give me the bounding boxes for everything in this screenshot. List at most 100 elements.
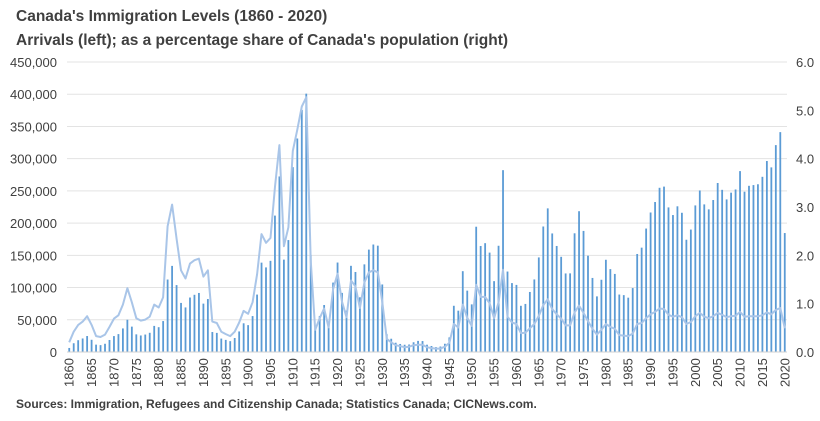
bar-arrivals-1906 (274, 215, 276, 352)
bar-arrivals-1996 (676, 206, 679, 352)
y-right-tick-label: 5.0 (796, 103, 814, 118)
bar-arrivals-1970 (560, 256, 563, 352)
x-tick-label: 1875 (129, 358, 144, 387)
bar-arrivals-1940 (426, 344, 428, 352)
bar-arrivals-1902 (256, 294, 258, 352)
bar-arrivals-1998 (685, 239, 688, 352)
bar-arrivals-1992 (658, 187, 661, 352)
x-tick-label: 1970 (554, 358, 569, 387)
x-tick-label: 1890 (196, 358, 211, 387)
bar-arrivals-1939 (421, 341, 424, 352)
bar-arrivals-1965 (537, 257, 540, 352)
bar-arrivals-1921 (341, 292, 343, 352)
x-tick-label: 1900 (241, 358, 256, 387)
bar-arrivals-1931 (385, 334, 388, 352)
bar-arrivals-1974 (578, 211, 580, 352)
bar-arrivals-1944 (443, 343, 446, 352)
y-left-tick-label: 250,000 (10, 184, 57, 199)
bar-arrivals-1948 (461, 271, 464, 352)
bar-arrivals-1907 (278, 176, 281, 352)
x-tick-label: 1995 (665, 358, 680, 387)
y-left-tick-label: 300,000 (10, 152, 57, 167)
bar-arrivals-1871 (117, 334, 120, 352)
chart-title: Canada's Immigration Levels (1860 - 2020… (16, 8, 328, 25)
bar-arrivals-2019 (779, 132, 782, 352)
bar-arrivals-1982 (613, 273, 616, 352)
x-tick-label: 2015 (755, 358, 770, 387)
bar-arrivals-1977 (591, 277, 594, 352)
y-left-tick-label: 450,000 (10, 55, 57, 70)
bar-arrivals-1867 (99, 345, 102, 352)
bar-arrivals-1895 (224, 339, 227, 352)
bar-arrivals-2007 (725, 199, 728, 352)
y-right-tick-label: 2.0 (796, 248, 814, 263)
bar-arrivals-1981 (609, 269, 612, 352)
bar-arrivals-1877 (144, 334, 147, 352)
bar-arrivals-1960 (515, 284, 518, 352)
bar-arrivals-1875 (135, 334, 138, 352)
bar-arrivals-1917 (323, 305, 326, 352)
bar-arrivals-1886 (184, 307, 187, 352)
bar-arrivals-2001 (698, 190, 701, 352)
bar-arrivals-1966 (542, 226, 545, 352)
x-tick-label: 1950 (464, 358, 479, 387)
bar-arrivals-1900 (247, 325, 250, 352)
bar-arrivals-1937 (412, 342, 415, 352)
bar-arrivals-2011 (743, 191, 746, 352)
bar-arrivals-1927 (367, 249, 370, 352)
bar-arrivals-1893 (215, 332, 218, 352)
bar-arrivals-1949 (466, 290, 469, 352)
bar-arrivals-1890 (202, 303, 205, 352)
x-tick-label: 1885 (174, 358, 189, 387)
bar-arrivals-1888 (193, 294, 196, 352)
bar-arrivals-1864 (86, 336, 89, 352)
bar-arrivals-1993 (663, 186, 665, 352)
bar-arrivals-1878 (148, 332, 151, 352)
x-tick-label: 2000 (688, 358, 703, 387)
bar-arrivals-2003 (707, 209, 710, 352)
bar-arrivals-1961 (520, 305, 522, 352)
x-tick-label: 2005 (710, 358, 725, 387)
bar-arrivals-1929 (376, 245, 379, 352)
bar-arrivals-1968 (551, 233, 554, 352)
bar-arrivals-1975 (582, 230, 585, 352)
bar-arrivals-1882 (166, 279, 169, 352)
bar-arrivals-1924 (354, 271, 357, 352)
bar-arrivals-1986 (631, 288, 634, 352)
bar-arrivals-1899 (242, 323, 245, 352)
bar-arrivals-2005 (716, 182, 719, 352)
bar-arrivals-1990 (649, 212, 652, 352)
bar-arrivals-1999 (689, 229, 692, 352)
bar-arrivals-1892 (211, 332, 214, 352)
x-tick-label: 1905 (263, 358, 278, 387)
bar-arrivals-1915 (314, 328, 317, 352)
bar-arrivals-1883 (171, 265, 173, 352)
bar-arrivals-1978 (596, 296, 598, 352)
bar-arrivals-1983 (618, 294, 621, 352)
bar-arrivals-1881 (162, 321, 165, 352)
bar-arrivals-2018 (774, 145, 777, 352)
bar-arrivals-1903 (260, 262, 263, 352)
bar-arrivals-1933 (394, 342, 397, 352)
bar-arrivals-1870 (113, 336, 115, 352)
bar-arrivals-1913 (305, 93, 308, 352)
bar-arrivals-1889 (198, 292, 200, 352)
x-tick-label: 1920 (330, 358, 345, 387)
bar-arrivals-1916 (318, 315, 321, 352)
bar-arrivals-1896 (229, 341, 232, 352)
bar-arrivals-1979 (600, 279, 603, 352)
x-tick-label: 1925 (352, 358, 367, 387)
chart-subtitle: Arrivals (left); as a percentage share o… (16, 32, 509, 49)
y-right-tick-label: 6.0 (796, 55, 814, 70)
bar-arrivals-2015 (761, 176, 764, 352)
x-tick-label: 1915 (308, 358, 323, 387)
bar-arrivals-1872 (122, 328, 124, 352)
bar-arrivals-1869 (108, 339, 111, 352)
bar-arrivals-1945 (448, 337, 451, 352)
y-left-tick-label: 100,000 (10, 281, 57, 296)
bar-arrivals-1973 (573, 233, 576, 352)
bar-arrivals-1997 (681, 212, 683, 352)
y-right-tick-label: 3.0 (796, 200, 814, 215)
bar-arrivals-1891 (206, 299, 209, 352)
